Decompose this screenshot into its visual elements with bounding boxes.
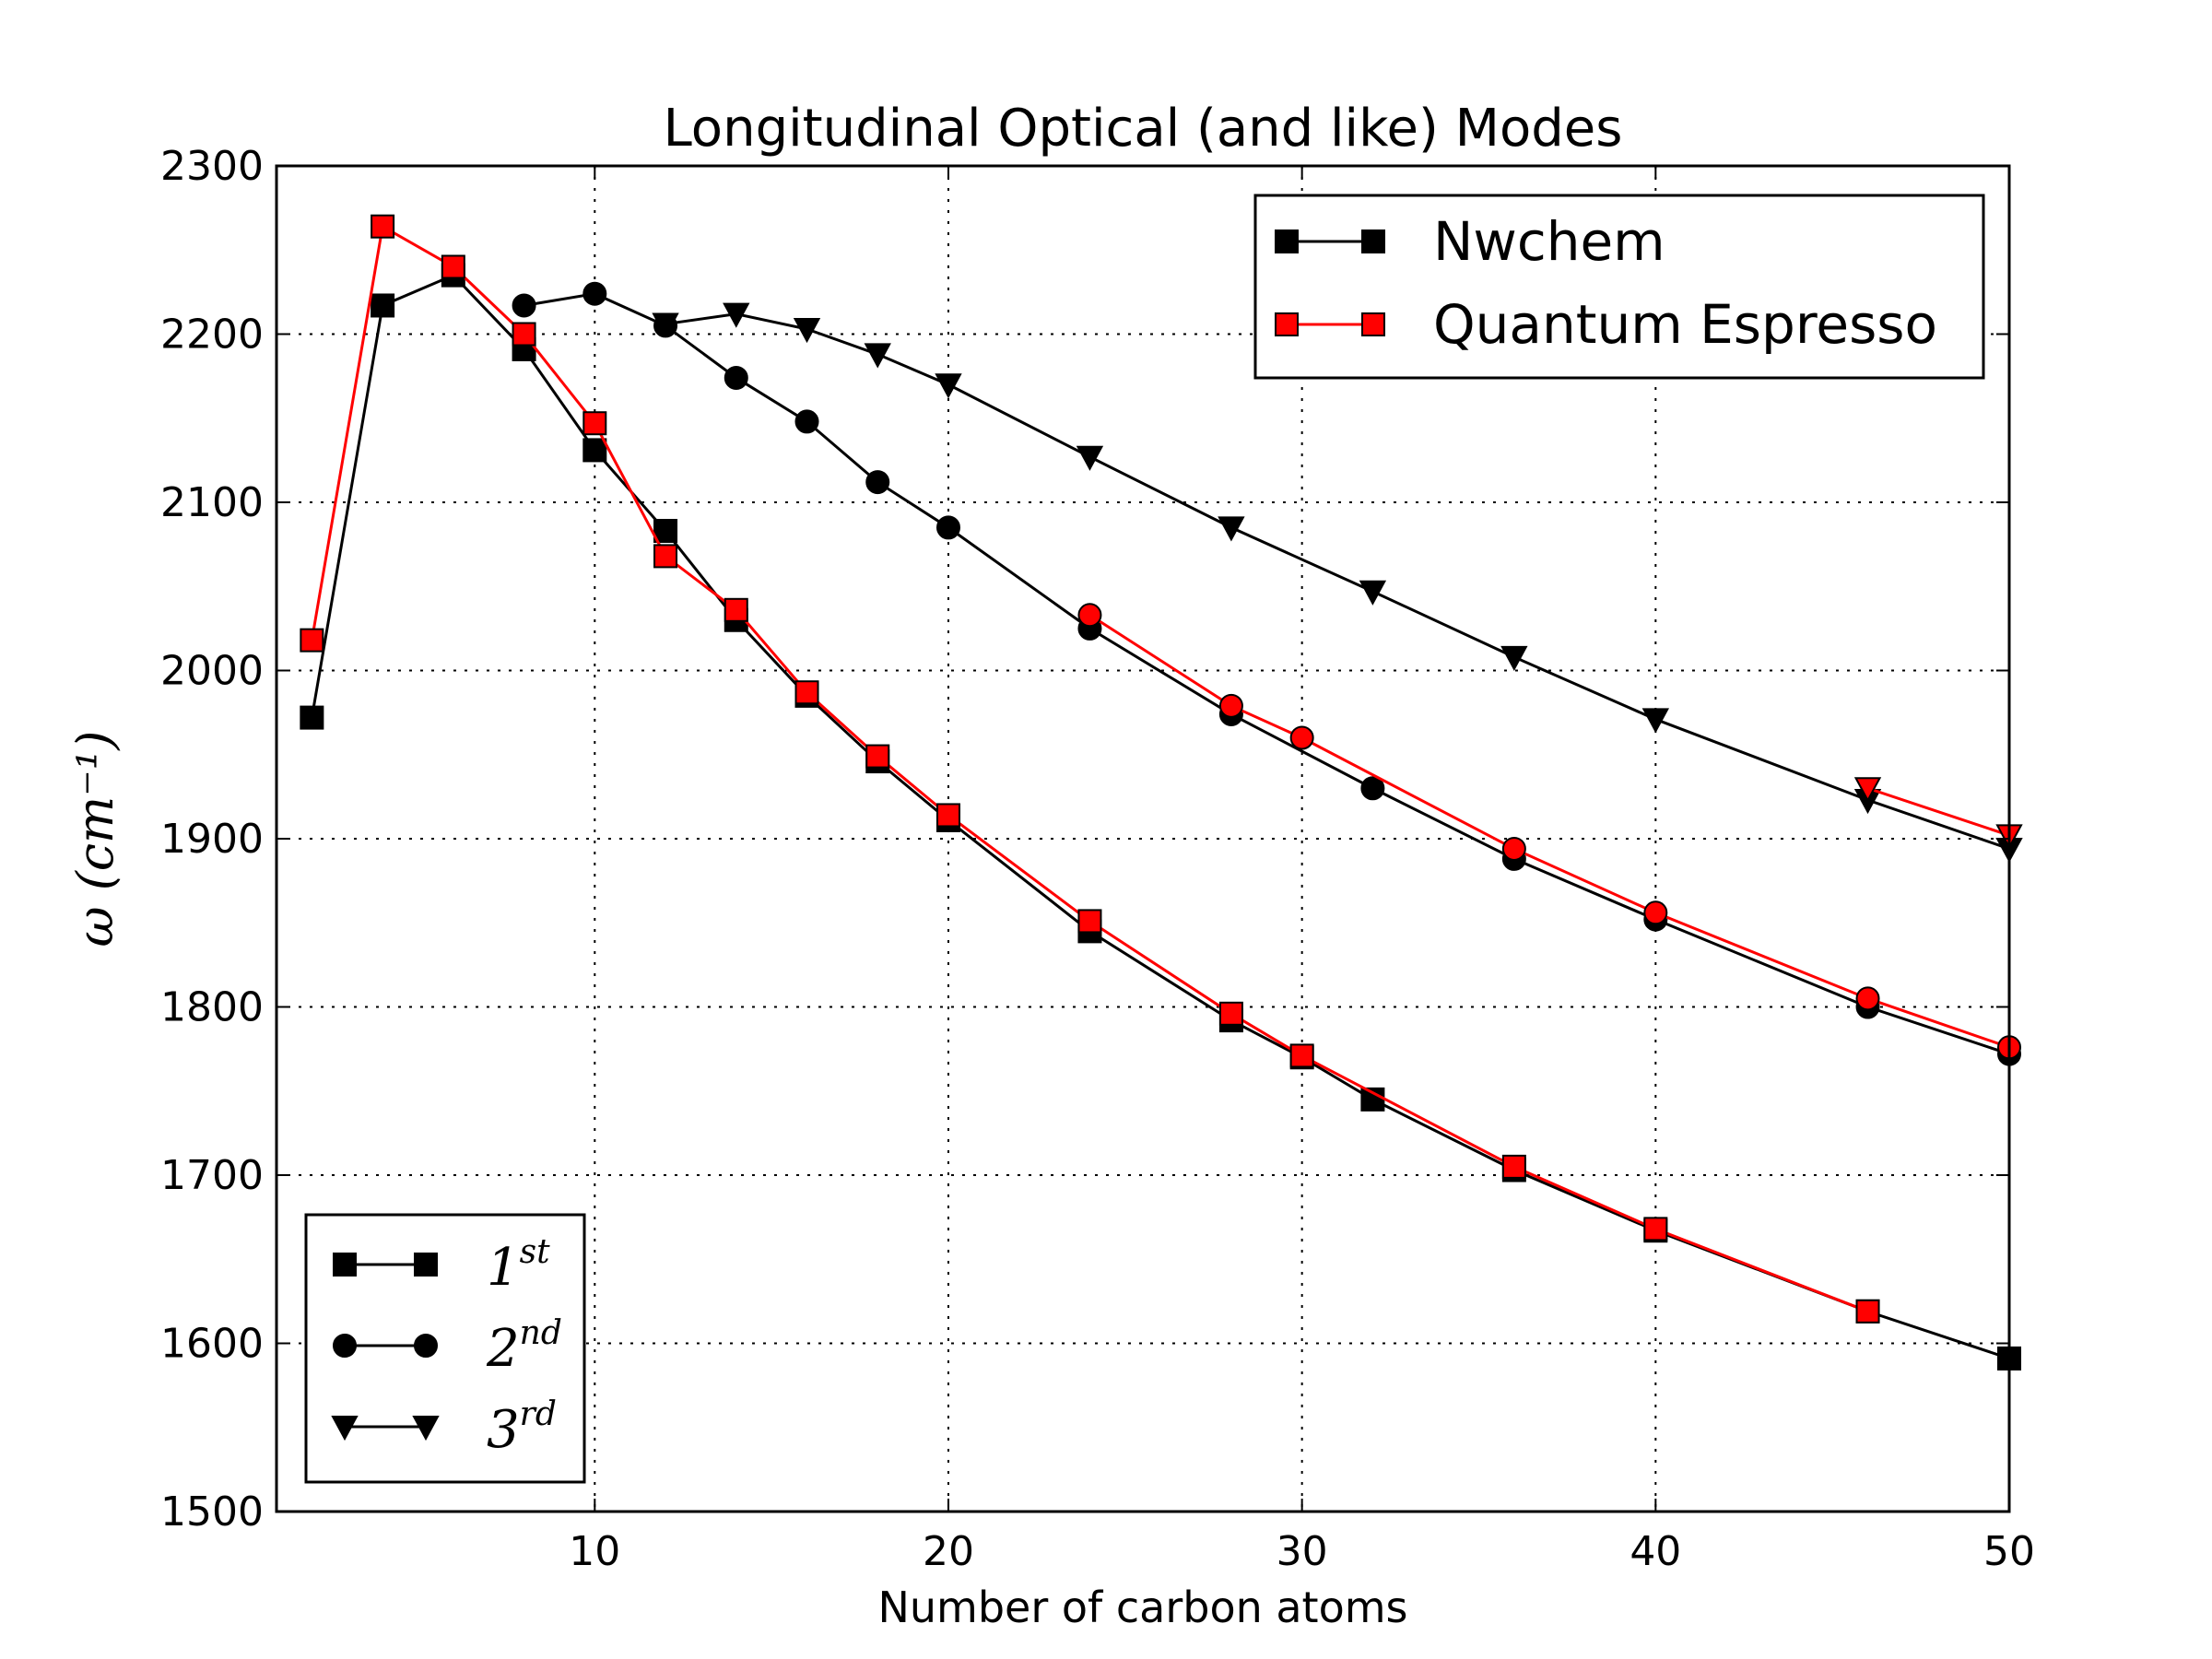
data-point [1289,1043,1314,1068]
data-point [512,293,536,318]
x-tick-label: 10 [569,1528,620,1575]
x-axis-label: Number of carbon atoms [877,1583,1407,1632]
data-point [300,628,324,653]
legend-label: Nwchem [1433,210,1665,273]
data-point [1500,645,1528,671]
data-point [1501,1154,1526,1179]
legend-marker [1361,312,1385,336]
y-tick-label: 1500 [160,1488,264,1535]
legend-modes: 1st 2nd 3rd [304,1213,586,1484]
data-point [1643,900,1668,925]
data-point [865,744,890,769]
data-point [582,438,607,463]
data-point [652,312,679,338]
data-point [935,373,962,399]
legend-marker [333,1334,357,1358]
legend-marker [414,1253,438,1277]
legend-marker [331,1416,359,1441]
legend-label: 2nd [486,1314,562,1379]
legend-marker [1275,229,1299,253]
data-point [300,705,324,730]
data-point [1218,516,1245,542]
legend-marker [333,1253,357,1277]
legend-marker [1275,312,1299,336]
data-point [724,597,748,622]
legend-label: Quantum Espresso [1433,293,1937,356]
y-tick-label: 1900 [160,816,264,863]
data-point [723,302,750,328]
series-line [1867,786,2010,837]
y-tick-label: 2200 [160,312,264,359]
data-point [1218,1001,1243,1026]
data-point [793,318,821,344]
data-point [1218,693,1243,718]
y-tick-label: 1700 [160,1152,264,1199]
data-point [653,519,678,544]
legend-label: 1st [487,1233,550,1298]
data-point [1855,1299,1880,1324]
data-point [1076,445,1104,471]
axis-ticks: 10 20 30 40 50 1500 1600 1700 1800 1900 2000 2100 22… [160,143,2035,1575]
legend-marker [412,1416,440,1441]
x-tick-label: 50 [1983,1528,2035,1575]
data-point [441,254,465,279]
legend-codes: Nwchem Quantum Espresso [1253,194,1985,380]
data-point [724,365,748,390]
legend-marker [414,1334,438,1358]
legend-codes-box [1253,194,1985,380]
data-point [1289,725,1314,750]
x-tick-label: 20 [923,1528,974,1575]
series-line [310,224,1869,1313]
data-point [864,343,891,369]
series-line [524,292,2010,1056]
legend-label: 3rd [487,1395,557,1460]
x-tick-label: 30 [1277,1528,1328,1575]
data-point [512,322,536,347]
x-tick-label: 40 [1630,1528,1681,1575]
y-axis-label: ω (cm⁻¹) [66,731,124,947]
data-point [794,409,819,434]
data-point [1855,986,1880,1011]
data-point [1641,708,1670,734]
data-point [935,515,960,540]
data-point [865,470,890,495]
data-point [1077,909,1102,934]
series-line [665,312,2010,851]
data-point [794,680,819,705]
data-point [1643,1217,1668,1241]
y-tick-label: 2300 [160,143,264,190]
data-point [935,803,960,828]
data-point [371,214,395,239]
y-tick-label: 1600 [160,1321,264,1368]
data-point [653,544,678,569]
data-point [1359,580,1387,606]
y-tick-label: 1800 [160,984,264,1031]
series-quantum-espresso-1st [300,214,1880,1324]
data-point [582,281,607,306]
data-point [1853,777,1882,803]
y-axis-label-group: ω (cm⁻¹) [66,731,124,947]
y-tick-label: 2000 [160,648,264,695]
data-point [1077,603,1102,628]
data-point [371,293,395,318]
data-point [1360,776,1385,801]
data-point [582,411,607,436]
data-point [1501,836,1526,861]
chart-title: Longitudinal Optical (and like) Modes [664,99,1623,159]
y-tick-label: 2100 [160,479,264,526]
legend-marker [1361,229,1385,253]
